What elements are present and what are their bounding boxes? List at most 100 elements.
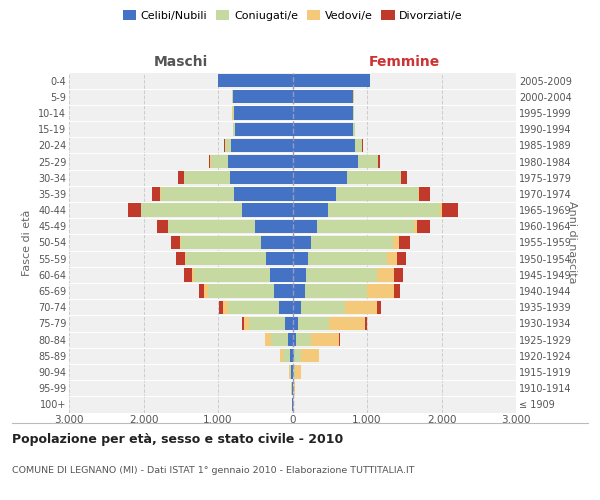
Bar bbox=[293, 268, 306, 281]
Bar bbox=[295, 366, 301, 378]
Bar bbox=[233, 90, 293, 104]
Bar bbox=[128, 204, 141, 217]
Bar bbox=[181, 236, 261, 249]
Bar bbox=[168, 220, 255, 233]
Bar bbox=[157, 220, 168, 233]
Bar bbox=[280, 349, 283, 362]
Bar bbox=[293, 155, 358, 168]
Bar bbox=[301, 349, 319, 362]
Bar bbox=[249, 317, 285, 330]
Bar bbox=[336, 188, 418, 200]
Bar bbox=[208, 284, 274, 298]
Bar bbox=[152, 188, 160, 200]
Bar bbox=[293, 252, 308, 266]
Bar bbox=[288, 333, 293, 346]
Bar bbox=[308, 252, 387, 266]
Bar bbox=[294, 349, 301, 362]
Bar bbox=[283, 349, 290, 362]
Bar bbox=[242, 317, 244, 330]
Bar bbox=[367, 284, 394, 298]
Bar bbox=[184, 171, 230, 184]
Bar bbox=[293, 220, 317, 233]
Bar bbox=[293, 333, 296, 346]
Bar bbox=[176, 252, 185, 266]
Bar bbox=[377, 300, 381, 314]
Bar bbox=[293, 90, 353, 104]
Bar bbox=[230, 171, 293, 184]
Bar bbox=[394, 236, 398, 249]
Bar bbox=[227, 155, 293, 168]
Bar bbox=[298, 317, 329, 330]
Bar bbox=[293, 122, 353, 136]
Bar bbox=[141, 204, 242, 217]
Bar bbox=[419, 188, 430, 200]
Bar bbox=[293, 366, 295, 378]
Bar bbox=[365, 317, 367, 330]
Bar bbox=[394, 284, 400, 298]
Bar bbox=[418, 188, 419, 200]
Bar bbox=[317, 220, 414, 233]
Bar bbox=[232, 138, 293, 152]
Bar bbox=[271, 333, 288, 346]
Bar bbox=[192, 268, 194, 281]
Bar bbox=[353, 122, 355, 136]
Bar bbox=[293, 300, 301, 314]
Bar bbox=[229, 300, 279, 314]
Bar bbox=[255, 220, 293, 233]
Bar bbox=[199, 284, 204, 298]
Bar bbox=[274, 284, 293, 298]
Bar bbox=[339, 333, 340, 346]
Bar bbox=[204, 284, 208, 298]
Bar bbox=[266, 252, 293, 266]
Bar bbox=[223, 300, 229, 314]
Bar bbox=[293, 204, 328, 217]
Bar bbox=[328, 204, 440, 217]
Bar bbox=[270, 268, 293, 281]
Bar bbox=[401, 171, 407, 184]
Bar bbox=[353, 106, 354, 120]
Bar bbox=[290, 349, 293, 362]
Bar bbox=[235, 122, 293, 136]
Bar bbox=[185, 252, 186, 266]
Text: Maschi: Maschi bbox=[154, 55, 208, 69]
Bar bbox=[306, 268, 377, 281]
Y-axis label: Fasce di età: Fasce di età bbox=[22, 210, 32, 276]
Bar bbox=[347, 171, 401, 184]
Bar bbox=[233, 188, 293, 200]
Bar bbox=[279, 300, 293, 314]
Bar bbox=[398, 236, 410, 249]
Bar bbox=[377, 268, 394, 281]
Bar bbox=[184, 268, 192, 281]
Legend: Celibi/Nubili, Coniugati/e, Vedovi/e, Divorziati/e: Celibi/Nubili, Coniugati/e, Vedovi/e, Di… bbox=[118, 6, 467, 25]
Bar bbox=[225, 138, 232, 152]
Bar bbox=[171, 236, 180, 249]
Bar bbox=[285, 317, 293, 330]
Bar bbox=[311, 236, 394, 249]
Bar bbox=[311, 333, 339, 346]
Text: Femmine: Femmine bbox=[368, 55, 440, 69]
Bar bbox=[293, 284, 305, 298]
Bar bbox=[440, 204, 442, 217]
Bar bbox=[293, 236, 311, 249]
Bar bbox=[233, 106, 293, 120]
Text: COMUNE DI LEGNANO (MI) - Dati ISTAT 1° gennaio 2010 - Elaborazione TUTTITALIA.IT: COMUNE DI LEGNANO (MI) - Dati ISTAT 1° g… bbox=[12, 466, 415, 475]
Bar bbox=[292, 366, 293, 378]
Bar bbox=[293, 382, 295, 395]
Bar bbox=[293, 106, 353, 120]
Bar bbox=[293, 349, 294, 362]
Bar bbox=[293, 188, 336, 200]
Bar bbox=[442, 204, 458, 217]
Bar bbox=[387, 252, 397, 266]
Bar bbox=[296, 333, 311, 346]
Bar bbox=[242, 204, 293, 217]
Bar bbox=[161, 188, 233, 200]
Bar bbox=[194, 268, 270, 281]
Bar bbox=[344, 300, 377, 314]
Bar bbox=[209, 155, 211, 168]
Y-axis label: Anni di nascita: Anni di nascita bbox=[567, 201, 577, 283]
Bar bbox=[265, 333, 271, 346]
Bar bbox=[397, 252, 406, 266]
Bar bbox=[293, 138, 355, 152]
Bar bbox=[244, 317, 249, 330]
Bar bbox=[293, 317, 298, 330]
